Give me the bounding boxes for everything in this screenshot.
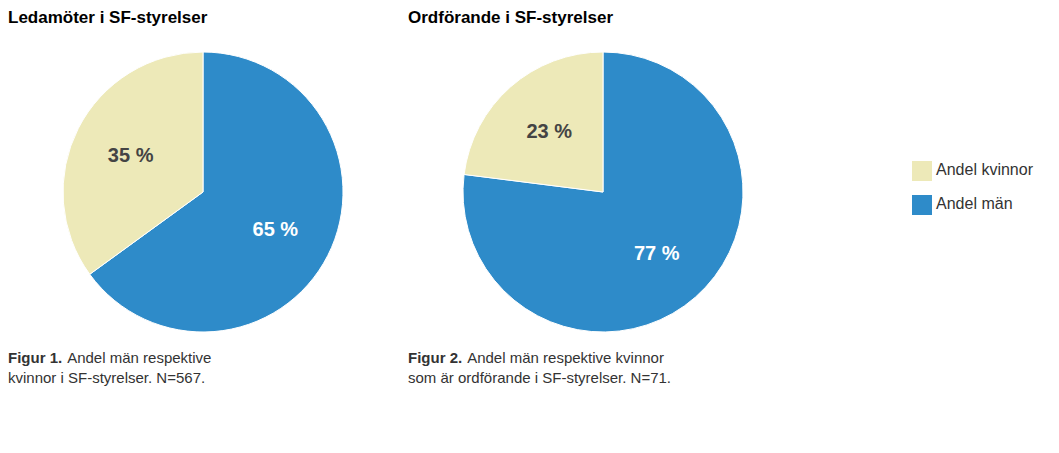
html-text:Andel män: Andel män xyxy=(936,195,1013,212)
html-text:Ordförande i SF-styrelser: Ordförande i SF-styrelser xyxy=(408,8,613,27)
html-text:Ledamöter i SF-styrelser: Ledamöter i SF-styrelser xyxy=(8,8,208,27)
html-text:Figur 1. Andel män respektive: Figur 1. Andel män respektive kvinnor i … xyxy=(8,349,212,386)
html-text:Figur 2. Andel män respektive: Figur 2. Andel män respektive kvinnor so… xyxy=(408,349,671,386)
svg-text:23 %: 23 % xyxy=(527,120,573,142)
svg-text:65 %: 65 % xyxy=(253,218,299,240)
svg-text:77 %: 77 % xyxy=(634,242,680,264)
html-text:Andel kvinnor: Andel kvinnor xyxy=(936,161,1033,178)
svg-text:35 %: 35 % xyxy=(108,144,154,166)
